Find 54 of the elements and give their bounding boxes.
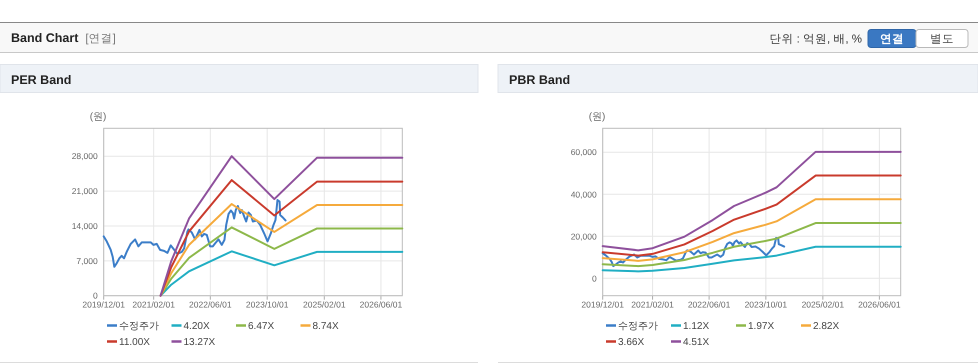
line-series <box>160 203 404 297</box>
y-tick-label: 14,000 <box>72 220 98 231</box>
legend-label: 13.27X <box>184 337 216 348</box>
text: [연결] <box>85 33 116 45</box>
x-tick-label: 2022/06/01 <box>688 300 731 310</box>
x-tick-label: 2026/06/01 <box>360 300 402 310</box>
line-series <box>160 179 404 297</box>
x-tick-label: 2019/12/01 <box>82 300 126 310</box>
y-tick-label: 60,000 <box>570 147 597 158</box>
y-tick-label: 28,000 <box>72 151 98 162</box>
legend-label: 8.74X <box>312 321 339 332</box>
legend-label: 11.00X <box>119 337 150 348</box>
y-axis-title: (원) <box>90 111 106 122</box>
line-series <box>602 198 902 262</box>
text: 단위 : 억원, 배, % <box>769 34 862 46</box>
line-series <box>102 199 287 268</box>
chart-title: PER Band <box>11 73 72 87</box>
line-series <box>602 246 902 272</box>
chart-title: PBR Band <box>509 73 570 87</box>
legend-label: 4.51X <box>683 337 710 348</box>
legend-label: 3.66X <box>618 337 644 348</box>
y-tick-label: 20,000 <box>570 231 597 242</box>
legend-label: 수정주가 <box>119 321 159 332</box>
line-series <box>160 155 404 297</box>
legend-label: 1.97X <box>748 321 774 332</box>
y-tick-label: 0 <box>592 273 597 284</box>
x-tick-label: 2021/02/01 <box>132 300 176 310</box>
x-tick-label: 2026/06/01 <box>858 300 901 310</box>
line-series <box>602 222 902 268</box>
legend-label: 수정주가 <box>618 321 658 332</box>
line-series <box>160 226 404 297</box>
text: Band Chart <box>11 31 80 45</box>
y-tick-label: 0 <box>92 290 98 301</box>
x-tick-label: 2023/10/01 <box>246 300 289 310</box>
line-series <box>602 236 786 268</box>
legend-label: 1.12X <box>683 321 710 332</box>
legend-label: 4.20X <box>184 321 210 332</box>
line-series <box>160 250 404 297</box>
y-axis-title: (원) <box>588 111 606 122</box>
x-tick-label: 2025/02/01 <box>802 300 844 310</box>
legend-label: 2.82X <box>813 321 840 332</box>
y-tick-label: 7,000 <box>76 256 98 266</box>
line-series <box>602 150 902 252</box>
text: 별도 <box>930 34 954 46</box>
y-tick-label: 21,000 <box>72 186 98 196</box>
text: 연결 <box>880 32 904 46</box>
x-tick-label: 2021/02/01 <box>631 300 674 310</box>
line-series <box>602 174 902 257</box>
x-tick-label: 2023/10/01 <box>744 300 788 310</box>
y-tick-label: 40,000 <box>570 189 597 200</box>
x-tick-label: 2025/02/01 <box>303 300 346 310</box>
x-tick-label: 2019/12/01 <box>581 300 624 310</box>
x-tick-label: 2022/06/01 <box>189 300 232 310</box>
legend-label: 6.47X <box>248 321 274 332</box>
